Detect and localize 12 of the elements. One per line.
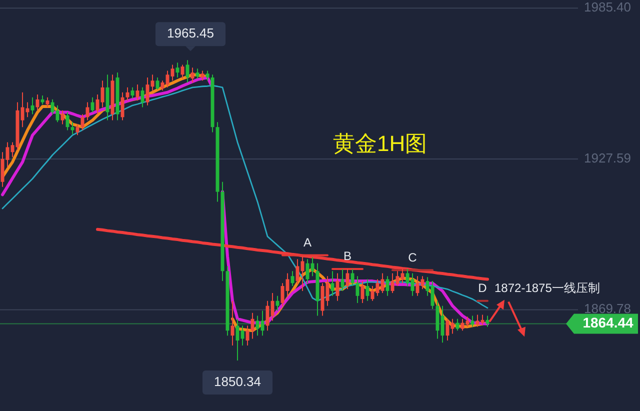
ref-line-label: 1864.44: [582, 314, 634, 330]
annotation: 1965.45: [167, 26, 214, 41]
y-tick-label: 1985.40: [584, 0, 631, 15]
series-label: A: [303, 235, 312, 250]
series-label: D: [478, 281, 488, 296]
y-tick-label: 1927.59: [584, 150, 631, 166]
y-tick-label: 1869.78: [584, 301, 631, 316]
series-label: C: [408, 250, 418, 264]
annotation: 1850.34: [214, 374, 261, 389]
text: 1872-1875一线压制: [494, 281, 600, 296]
text: 黄金1H图: [333, 130, 428, 156]
series-label: B: [343, 249, 352, 264]
